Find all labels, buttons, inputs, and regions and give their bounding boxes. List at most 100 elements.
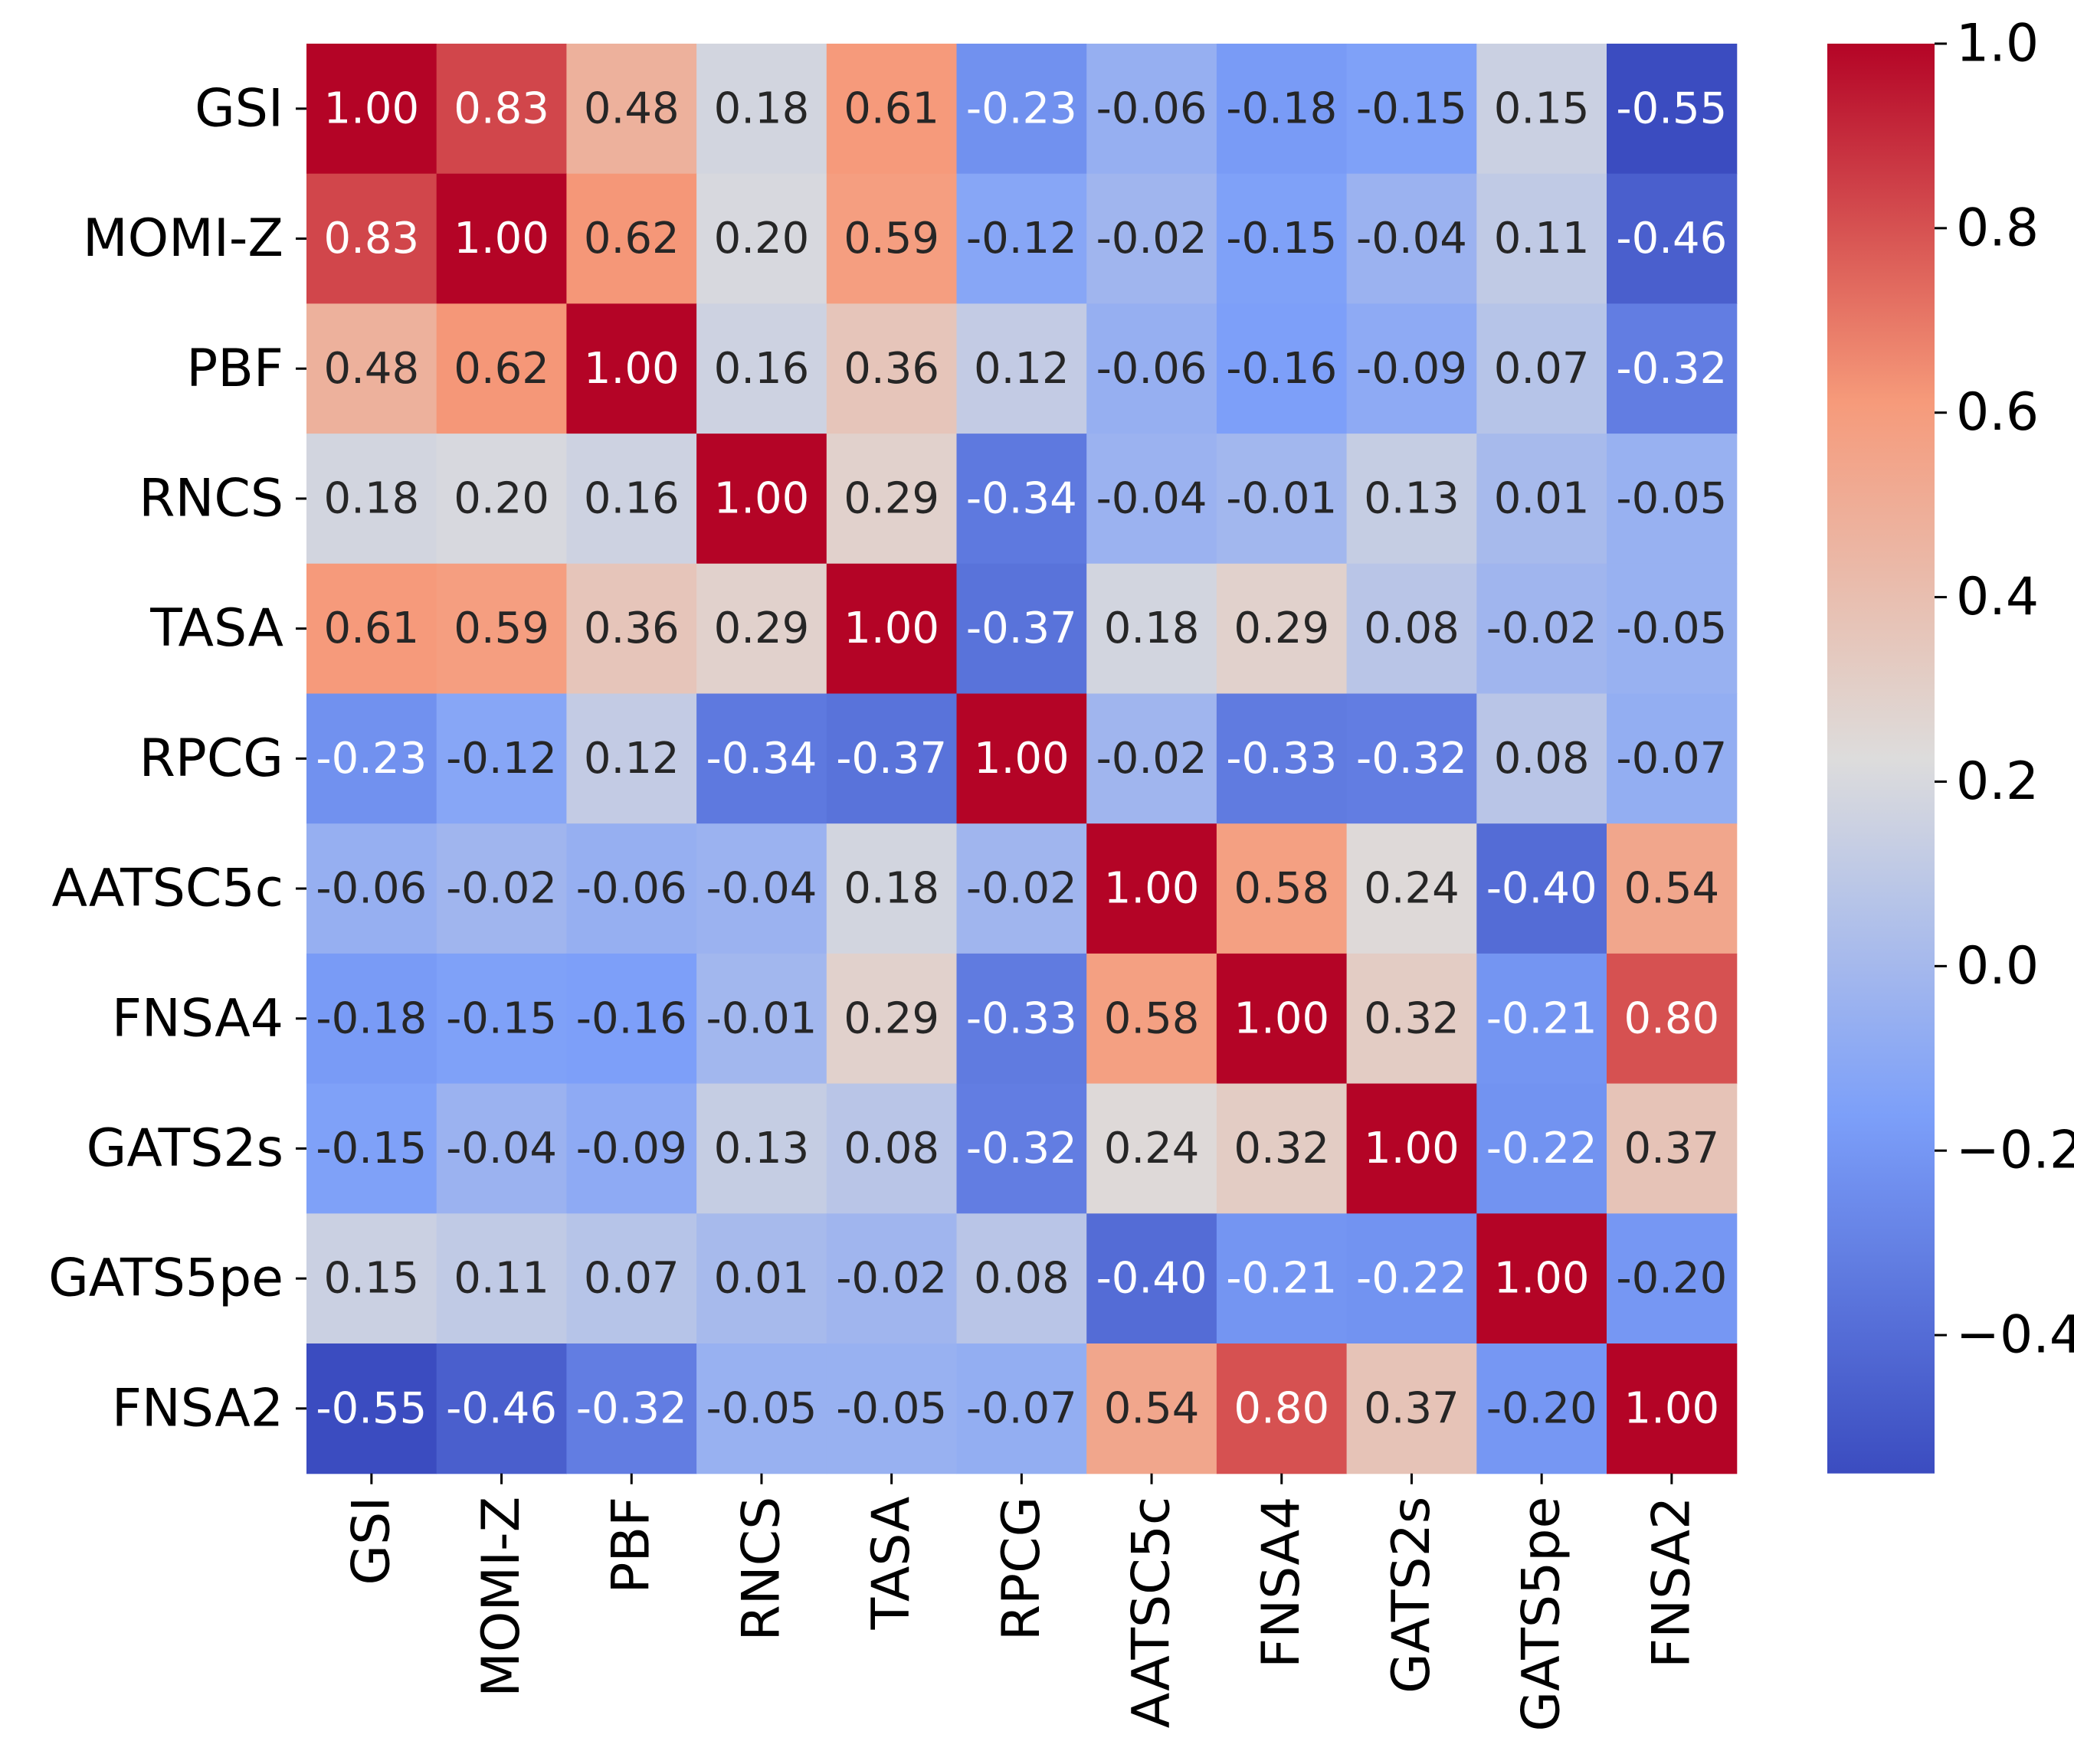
cell-annotations: 1.00 0.83 0.48 0.18 0.61 -0.23 -0.06 -0.18 -0.15… (316, 83, 1727, 1433)
cell-label-1-1: 1.00 (454, 214, 549, 263)
cell-label-2-4: 0.36 (844, 344, 939, 394)
heatmap-cell-6-6 (1086, 823, 1217, 954)
cell-label-1-0: 0.83 (324, 214, 420, 263)
y-tick-label-9: GATS5pe (48, 1249, 283, 1309)
heatmap-cell-5-1 (436, 693, 567, 824)
heatmap-cell-8-9 (1476, 1083, 1607, 1214)
heatmap-cell-4-1 (436, 563, 567, 695)
heatmap-cell-9-3 (696, 1213, 827, 1344)
heatmap-cell-10-6 (1086, 1343, 1217, 1474)
cell-label-2-10: -0.32 (1616, 344, 1727, 394)
cell-label-4-6: 0.18 (1104, 604, 1200, 653)
cell-label-8-7: 0.32 (1234, 1124, 1329, 1173)
y-tick-label-1: MOMI-Z (83, 208, 283, 269)
y-tick-label-4: TASA (149, 598, 283, 659)
heatmap-cell-8-2 (566, 1083, 697, 1214)
cell-label-2-6: -0.06 (1096, 344, 1207, 394)
cell-label-3-0: 0.18 (324, 473, 420, 523)
cell-label-0-9: 0.15 (1494, 83, 1590, 133)
x-axis: GSI MOMI-Z PBF RNCS TASA RPCG AATSC5c FNSA4 GATS… (341, 1473, 1702, 1732)
heatmap-cell-4-2 (566, 563, 697, 695)
cell-label-10-2: -0.32 (576, 1383, 687, 1433)
cell-label-6-7: 0.58 (1234, 864, 1329, 914)
cell-label-0-0: 1.00 (324, 83, 420, 133)
heatmap-cell-3-7 (1216, 434, 1348, 565)
cell-label-5-3: -0.34 (706, 734, 817, 784)
heatmap-cell-8-4 (826, 1083, 958, 1214)
heatmap-cell-8-10 (1607, 1083, 1738, 1214)
heatmap-cell-1-4 (826, 173, 958, 304)
heatmap-cell-0-9 (1476, 44, 1607, 175)
heatmap-cell-5-9 (1476, 693, 1607, 824)
cell-label-3-8: 0.13 (1364, 473, 1460, 523)
heatmap-cell-10-3 (696, 1343, 827, 1474)
heatmap-cell-8-6 (1086, 1083, 1217, 1214)
heatmap-cell-10-5 (956, 1343, 1087, 1474)
heatmap-cell-0-1 (436, 44, 567, 175)
cell-label-6-2: -0.06 (576, 864, 687, 914)
cell-label-9-2: 0.07 (584, 1254, 680, 1304)
cell-label-3-10: -0.05 (1616, 473, 1727, 523)
colorbar-tick-label-4: 0.2 (1956, 751, 2039, 812)
heatmap-cell-9-9 (1476, 1213, 1607, 1344)
cell-label-1-8: -0.04 (1356, 214, 1467, 263)
cell-label-2-0: 0.48 (324, 344, 420, 394)
y-tick-label-10: FNSA2 (112, 1378, 283, 1438)
colorbar-tick-label-0: 1.0 (1956, 14, 2039, 74)
heatmap-cell-3-4 (826, 434, 958, 565)
heatmap-cell-7-6 (1086, 953, 1217, 1085)
cell-label-3-9: 0.01 (1494, 473, 1590, 523)
heatmap-cell-10-1 (436, 1343, 567, 1474)
heatmap-cell-3-2 (566, 434, 697, 565)
cell-label-10-6: 0.54 (1104, 1383, 1200, 1433)
cell-label-9-7: -0.21 (1226, 1254, 1337, 1304)
cell-label-1-2: 0.62 (584, 214, 680, 263)
heatmap-cell-7-9 (1476, 953, 1607, 1085)
heatmap-cell-7-5 (956, 953, 1087, 1085)
cell-label-9-0: 0.15 (324, 1254, 420, 1304)
cell-label-4-5: -0.37 (966, 604, 1077, 653)
heatmap-cell-4-10 (1607, 563, 1738, 695)
cell-label-7-4: 0.29 (844, 993, 939, 1043)
cell-label-0-6: -0.06 (1096, 83, 1207, 133)
cell-label-10-7: 0.80 (1234, 1383, 1329, 1433)
heatmap-cell-7-10 (1607, 953, 1738, 1085)
heatmap-cell-3-9 (1476, 434, 1607, 565)
cell-label-7-2: -0.16 (576, 993, 687, 1043)
cell-label-8-10: 0.37 (1624, 1124, 1720, 1173)
cell-label-4-7: 0.29 (1234, 604, 1329, 653)
y-tick-label-8: GATS2s (87, 1118, 283, 1179)
cell-label-8-5: -0.32 (966, 1124, 1077, 1173)
heatmap-cell-10-8 (1346, 1343, 1477, 1474)
cell-label-3-7: -0.01 (1226, 473, 1337, 523)
cell-label-8-6: 0.24 (1104, 1124, 1200, 1173)
cell-label-1-3: 0.20 (714, 214, 810, 263)
heatmap-cell-7-8 (1346, 953, 1477, 1085)
cell-label-4-1: 0.59 (454, 604, 549, 653)
cell-label-4-2: 0.36 (584, 604, 680, 653)
heatmap-cell-7-2 (566, 953, 697, 1085)
cell-label-0-8: -0.15 (1356, 83, 1467, 133)
heatmap-cell-6-8 (1346, 823, 1477, 954)
y-tick-label-7: FNSA4 (112, 988, 283, 1049)
heatmap-cell-0-6 (1086, 44, 1217, 175)
cell-label-2-5: 0.12 (974, 344, 1070, 394)
heatmap-cell-9-2 (566, 1213, 697, 1344)
heatmap-cell-9-1 (436, 1213, 567, 1344)
cell-label-4-9: -0.02 (1486, 604, 1597, 653)
cell-label-5-2: 0.12 (584, 734, 680, 784)
heatmap-cell-0-7 (1216, 44, 1348, 175)
heatmap-cell-0-8 (1346, 44, 1477, 175)
colorbar-tick-label-5: 0.0 (1956, 936, 2039, 997)
cell-label-6-9: -0.40 (1486, 864, 1597, 914)
heatmap-cell-5-0 (306, 693, 437, 824)
heatmap-cell-0-5 (956, 44, 1087, 175)
heatmap-cell-5-4 (826, 693, 958, 824)
cell-label-9-5: 0.08 (974, 1254, 1070, 1304)
cell-label-6-10: 0.54 (1624, 864, 1720, 914)
cell-label-5-7: -0.33 (1226, 734, 1337, 784)
y-axis: GSI MOMI-Z PBF RNCS TASA RPCG AATSC5c FNSA4 GATS… (48, 78, 306, 1438)
cell-label-7-0: -0.18 (316, 993, 427, 1043)
y-tick-label-5: RPCG (139, 728, 283, 789)
